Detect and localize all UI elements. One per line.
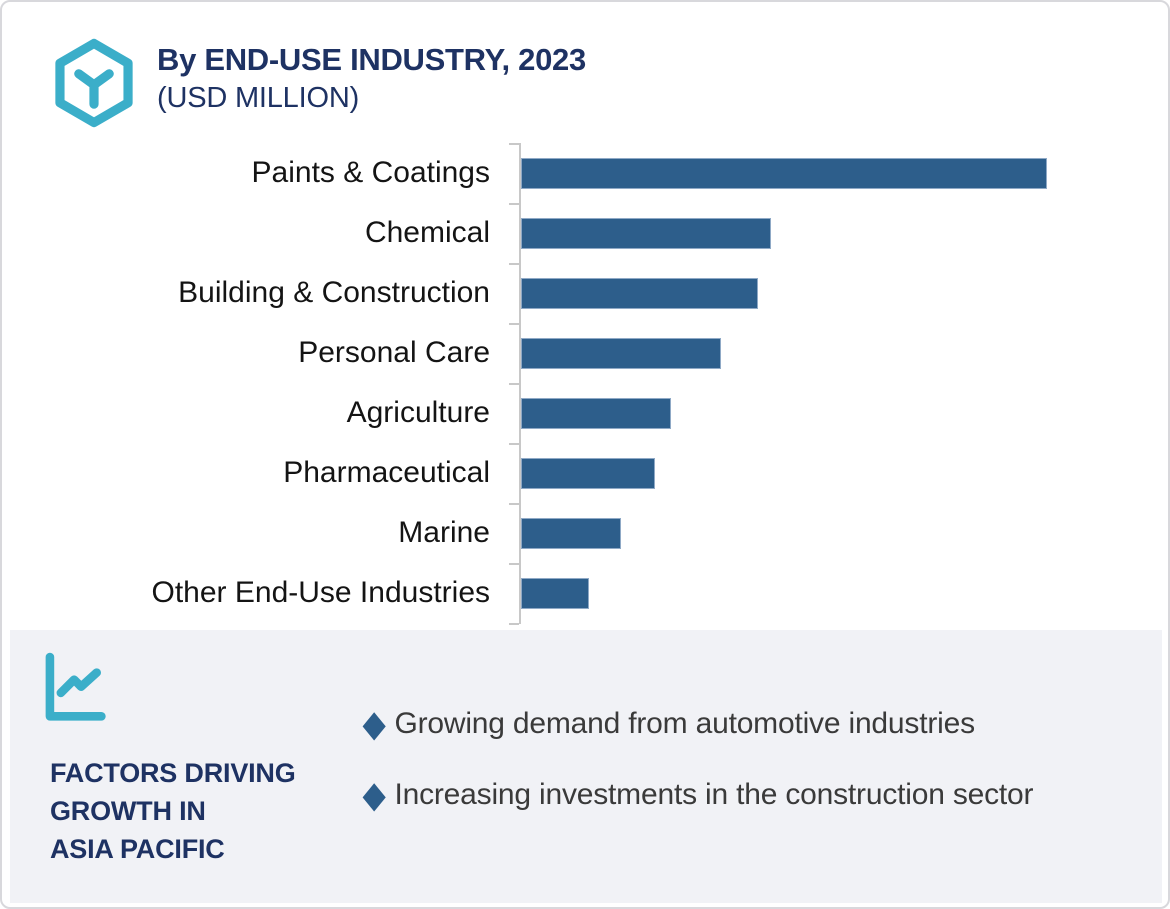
bar-label: Marine (398, 516, 490, 549)
hexagon-molecule-icon (55, 38, 133, 128)
bar-label: Other End-Use Industries (151, 576, 490, 609)
bar (521, 457, 655, 489)
axis-tick (509, 503, 519, 505)
bar-label: Agriculture (346, 396, 490, 429)
bar-track (521, 157, 1168, 189)
bar-chart: Paints & Coatings Chemical Building & Cons… (2, 143, 1168, 625)
diamond-bullet-icon: ◆ (362, 774, 386, 815)
bar (521, 217, 771, 249)
bar (521, 577, 589, 609)
chart-row: Paints & Coatings (2, 143, 1168, 203)
chart-row: Building & Construction (2, 263, 1168, 323)
category-axis-line (519, 143, 521, 624)
factors-heading-line: GROWTH IN (50, 796, 206, 826)
chart-row: Other End-Use Industries (2, 563, 1168, 623)
bar-track (521, 217, 1168, 249)
bar (521, 397, 671, 429)
axis-tick (509, 383, 519, 385)
bar-label: Pharmaceutical (283, 456, 490, 489)
chart-row: Personal Care (2, 323, 1168, 383)
bar (521, 517, 621, 549)
chart-row: Marine (2, 503, 1168, 563)
list-item: ◆ Growing demand from automotive industri… (360, 700, 1090, 747)
factors-panel: FACTORS DRIVING GROWTH IN ASIA PACIFIC ◆ Gr… (10, 630, 1162, 903)
bar (521, 337, 721, 369)
bar-track (521, 337, 1168, 369)
factors-heading-line: ASIA PACIFIC (50, 834, 225, 864)
chart-title-block: By END-USE INDUSTRY, 2023 (USD MILLION) (157, 42, 586, 116)
axis-tick (509, 263, 519, 265)
chart-row: Chemical (2, 203, 1168, 263)
bar (521, 277, 758, 309)
bar-label: Paints & Coatings (251, 156, 490, 189)
bar-track (521, 397, 1168, 429)
line-chart-icon (45, 652, 106, 721)
chart-row: Agriculture (2, 383, 1168, 443)
factors-heading: FACTORS DRIVING GROWTH IN ASIA PACIFIC (50, 754, 296, 868)
bar (521, 157, 1047, 189)
bar-label: Chemical (364, 216, 490, 249)
bar-track (521, 577, 1168, 609)
axis-tick (509, 623, 519, 625)
bullet-text: Growing demand from automotive industrie… (394, 707, 975, 740)
axis-tick (509, 443, 519, 445)
diamond-bullet-icon: ◆ (362, 703, 386, 744)
bar-label: Personal Care (298, 336, 490, 369)
chart-rows: Paints & Coatings Chemical Building & Cons… (2, 143, 1168, 623)
page-subtitle: (USD MILLION) (157, 82, 360, 114)
axis-tick (509, 203, 519, 205)
page-title: By END-USE INDUSTRY, 2023 (157, 42, 586, 77)
bar-label: Building & Construction (178, 276, 490, 309)
chart-row: Pharmaceutical (2, 443, 1168, 503)
factors-heading-line: FACTORS DRIVING (50, 758, 296, 788)
axis-tick (509, 323, 519, 325)
bar-track (521, 277, 1168, 309)
bar-track (521, 517, 1168, 549)
list-item: ◆ Increasing investments in the construct… (360, 771, 1090, 818)
bullet-list: ◆ Growing demand from automotive industri… (360, 700, 1090, 842)
bullet-text: Increasing investments in the constructi… (394, 778, 1034, 811)
axis-tick (509, 143, 519, 145)
bar-track (521, 457, 1168, 489)
axis-tick (509, 563, 519, 565)
